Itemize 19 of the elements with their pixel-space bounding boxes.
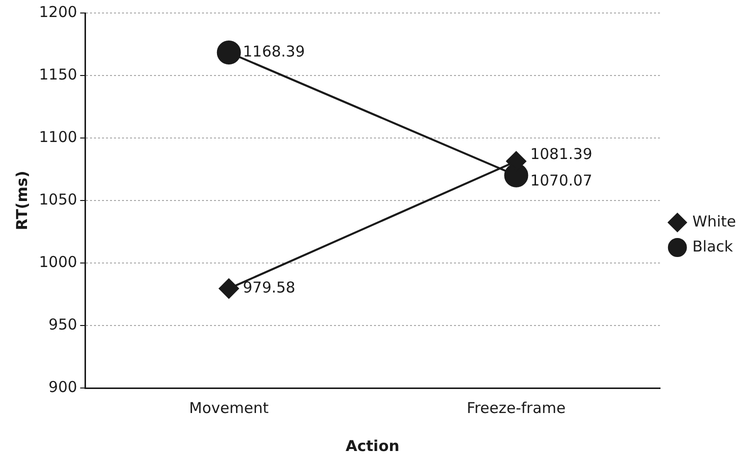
legend-label: Black <box>692 237 734 256</box>
y-tick-label: 950 <box>48 315 78 334</box>
data-label: 1081.39 <box>530 145 592 164</box>
x-tick-label: Movement <box>189 398 269 417</box>
y-tick-label: 1000 <box>38 252 78 271</box>
y-tick-label: 1050 <box>38 190 78 208</box>
legend-label: White <box>692 212 736 230</box>
data-label: 1168.39 <box>242 42 305 60</box>
data-label: 1070.07 <box>530 171 592 190</box>
y-tick-label: 1100 <box>38 128 78 146</box>
y-tick-label: 1200 <box>38 2 78 21</box>
y-axis-title: RT(ms) <box>12 170 31 230</box>
x-tick-label: Freeze-frame <box>466 398 566 417</box>
point <box>216 40 241 65</box>
y-tick-label: 1150 <box>38 65 78 84</box>
x-axis-title: Action <box>346 436 400 455</box>
data-label: 979.58 <box>242 278 296 296</box>
y-tick-label: 900 <box>48 378 78 396</box>
point <box>218 278 239 299</box>
